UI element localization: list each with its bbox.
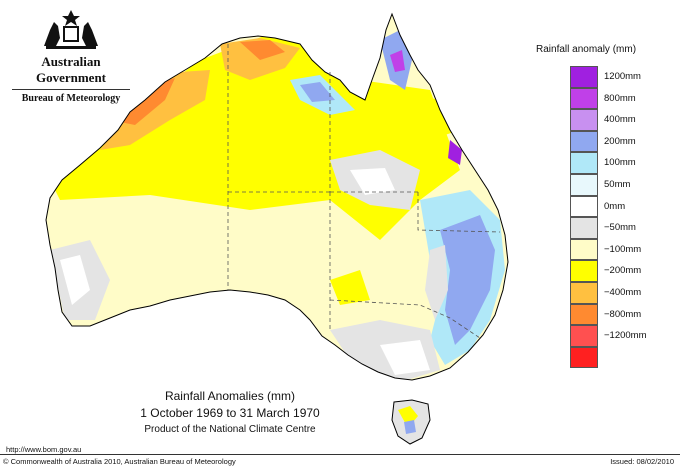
legend-label: 400mm xyxy=(604,114,636,126)
coat-of-arms-icon xyxy=(44,10,98,49)
legend-label: −50mm xyxy=(604,222,636,234)
legend-swatch xyxy=(570,173,598,196)
legend-label: 50mm xyxy=(604,178,631,190)
legend-swatch xyxy=(570,260,598,282)
legend-label: −400mm xyxy=(604,286,642,298)
legend-swatch xyxy=(570,303,598,326)
legend-swatch xyxy=(570,281,598,304)
legend-swatch xyxy=(570,238,598,261)
map-period: 1 October 1969 to 31 March 1970 xyxy=(140,406,320,420)
website-link[interactable]: http://www.bom.gov.au xyxy=(6,445,82,454)
legend-label: 800mm xyxy=(604,92,636,104)
legend-swatch xyxy=(570,325,598,347)
copyright-notice: © Commonwealth of Australia 2010, Austra… xyxy=(3,457,236,466)
legend-swatches xyxy=(570,66,598,369)
legend-swatch xyxy=(570,109,598,131)
legend-swatch xyxy=(570,346,598,369)
legend-swatch xyxy=(570,152,598,174)
legend-label xyxy=(604,347,647,369)
logo-divider xyxy=(12,89,130,90)
legend-swatch xyxy=(570,195,598,218)
legend-swatch xyxy=(570,130,598,153)
map-product: Product of the National Climate Centre xyxy=(144,424,316,435)
footer-divider xyxy=(0,454,680,455)
government-logo: Australian Government Bureau of Meteorol… xyxy=(6,8,136,104)
legend-swatch xyxy=(570,217,598,239)
legend-label: −200mm xyxy=(604,265,642,277)
state-borders xyxy=(227,44,501,339)
legend-label: −1200mm xyxy=(604,330,647,342)
legend-label: 100mm xyxy=(604,157,636,169)
legend-labels: 1200mm 800mm 400mm 200mm 100mm 50mm 0mm −50mm −1… xyxy=(604,66,647,368)
legend-swatch xyxy=(570,66,598,88)
issued-date: Issued: 08/02/2010 xyxy=(610,457,674,466)
legend-label: 200mm xyxy=(604,135,636,147)
coastline xyxy=(45,12,509,381)
government-name: Australian Government xyxy=(35,54,107,85)
map-title: Rainfall Anomalies (mm) xyxy=(164,389,296,403)
legend-swatch xyxy=(570,87,598,110)
legend-label: 0mm xyxy=(604,200,626,212)
legend-label: 1200mm xyxy=(604,71,641,82)
legend-label: −100mm xyxy=(604,243,642,255)
legend-label: −800mm xyxy=(604,308,642,320)
legend-title: Rainfall anomaly (mm) xyxy=(536,44,637,55)
bureau-name: Bureau of Meteorology xyxy=(21,93,121,104)
